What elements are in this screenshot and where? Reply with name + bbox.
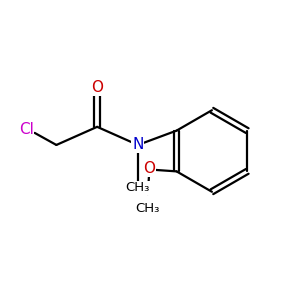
Text: O: O [143,161,155,176]
Text: O: O [91,80,103,95]
Text: Cl: Cl [19,122,34,137]
Text: CH₃: CH₃ [136,202,160,215]
Text: N: N [132,137,144,153]
Text: CH₃: CH₃ [126,181,150,194]
